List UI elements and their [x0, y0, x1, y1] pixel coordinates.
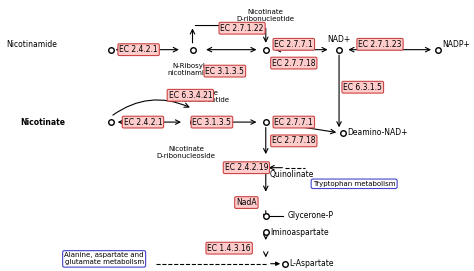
Text: EC 6.3.4.21: EC 6.3.4.21 — [169, 91, 212, 100]
Text: EC 2.4.2.19: EC 2.4.2.19 — [225, 163, 268, 172]
Text: EC 6.3.1.5: EC 6.3.1.5 — [343, 83, 382, 92]
Text: EC 3.1.3.5: EC 3.1.3.5 — [205, 67, 244, 76]
Text: EC 2.4.2.1: EC 2.4.2.1 — [124, 118, 162, 127]
Text: NAD+: NAD+ — [328, 35, 351, 44]
Text: Iminoaspartate: Iminoaspartate — [270, 228, 328, 237]
Text: EC 3.1.3.5: EC 3.1.3.5 — [192, 118, 231, 127]
Text: L-Aspartate: L-Aspartate — [290, 259, 334, 268]
Text: EC 2.7.7.18: EC 2.7.7.18 — [272, 59, 316, 67]
Text: EC 2.4.2.1: EC 2.4.2.1 — [119, 45, 158, 54]
Text: Nicotinate
D-ribonucleoside: Nicotinate D-ribonucleoside — [156, 146, 216, 159]
Text: EC 2.7.7.18: EC 2.7.7.18 — [272, 136, 316, 145]
Text: NadA: NadA — [236, 198, 257, 207]
Text: Quinolinate: Quinolinate — [270, 170, 314, 179]
Text: EC 1.4.3.16: EC 1.4.3.16 — [207, 244, 251, 253]
Text: Nicotinamide: Nicotinamide — [6, 40, 57, 49]
Text: Deamino-NAD+: Deamino-NAD+ — [347, 128, 408, 137]
Text: EC 2.7.1.22: EC 2.7.1.22 — [220, 24, 264, 33]
Text: EC 2.7.1.23: EC 2.7.1.23 — [358, 40, 402, 49]
Text: Glycerone-P: Glycerone-P — [287, 211, 333, 221]
Text: NADP+: NADP+ — [443, 40, 470, 49]
Text: EC 2.7.7.1: EC 2.7.7.1 — [274, 118, 313, 127]
Text: Nicotinate: Nicotinate — [20, 118, 65, 127]
Text: Nicotinate
D-ribonucleotide: Nicotinate D-ribonucleotide — [171, 90, 229, 103]
Text: Alanine, aspartate and
glutamate metabolism: Alanine, aspartate and glutamate metabol… — [64, 252, 144, 265]
Text: N-Ribosyl-
nicotinamide: N-Ribosyl- nicotinamide — [168, 63, 213, 76]
Text: Nicotinate
D-ribonucleotide: Nicotinate D-ribonucleotide — [237, 9, 295, 22]
Text: Tryptophan metabolism: Tryptophan metabolism — [313, 181, 395, 187]
Text: EC 2.7.7.1: EC 2.7.7.1 — [274, 40, 313, 49]
